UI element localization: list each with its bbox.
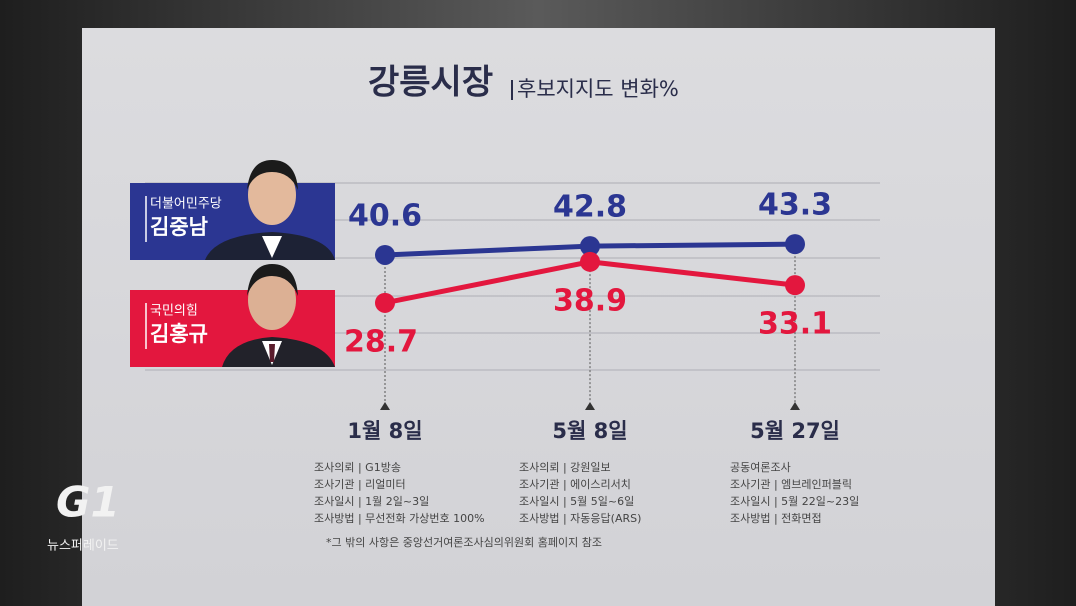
value-label: 33.1	[758, 307, 832, 342]
x-tick-label: 5월 8일	[552, 419, 627, 443]
legend-party: 국민의힘	[150, 304, 198, 319]
survey-info: 조사기관 | 리얼미터	[314, 477, 406, 491]
value-label: 28.7	[344, 324, 418, 359]
portrait	[205, 160, 335, 260]
survey-info: 조사방법 | 무선전화 가상번호 100%	[314, 512, 485, 525]
survey-info: 공동여론조사	[730, 461, 791, 474]
program-name: 뉴스퍼레이드	[47, 539, 119, 554]
title: 강릉시장	[368, 63, 493, 103]
survey-info: 조사기관 | 에이스리서치	[519, 478, 631, 491]
point	[580, 251, 600, 272]
value-label: 38.9	[553, 283, 627, 318]
point	[785, 234, 805, 255]
x-tick-label: 1월 8일	[347, 419, 422, 443]
tick-marker	[585, 402, 595, 410]
survey-info: 조사방법 | 전화면접	[730, 512, 822, 525]
value-label: 40.6	[348, 198, 422, 233]
legend-name: 김홍규	[150, 322, 208, 346]
survey-info: 조사기관 | 엠브레인퍼블릭	[730, 478, 852, 491]
survey-info: 조사의뢰 | G1방송	[314, 461, 401, 474]
survey-info: 조사일시 | 5월 22일~23일	[730, 494, 859, 508]
value-label: 43.3	[758, 188, 832, 223]
x-tick-label: 5월 27일	[750, 419, 840, 443]
subtitle: 후보지지도 변화%	[517, 77, 679, 101]
point	[785, 275, 805, 296]
survey-info: 조사일시 | 1월 2일~3일	[314, 494, 429, 508]
point	[375, 292, 395, 313]
footnote: *그 밖의 사항은 중앙선거여론조사심의위원회 홈페이지 참조	[326, 535, 602, 549]
logo: G1	[56, 478, 120, 527]
point	[375, 244, 395, 265]
tick-marker	[380, 402, 390, 410]
survey-info: 조사일시 | 5월 5일~6일	[519, 494, 634, 508]
legend-party: 더불어민주당	[150, 197, 222, 212]
point	[580, 236, 600, 257]
portrait	[222, 264, 335, 367]
value-label: 42.8	[553, 190, 627, 225]
survey-info: 조사방법 | 자동응답(ARS)	[519, 512, 641, 525]
tick-marker	[790, 402, 800, 410]
legend-name: 김중남	[150, 215, 208, 239]
survey-info: 조사의뢰 | 강원일보	[519, 460, 611, 474]
